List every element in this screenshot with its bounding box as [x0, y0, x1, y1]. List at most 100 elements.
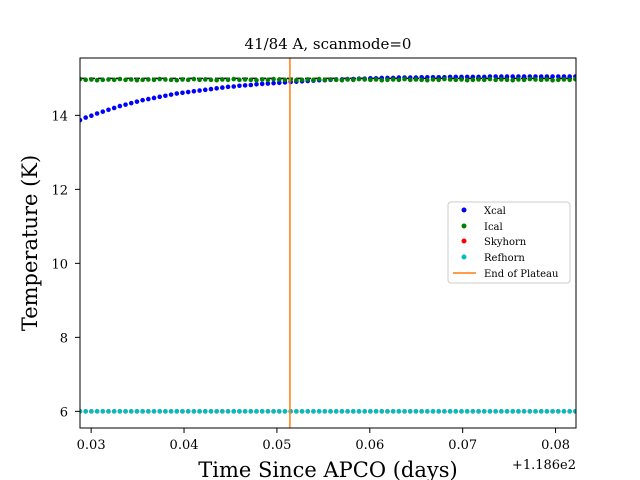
- point-ical: [396, 77, 402, 83]
- point-ical: [157, 76, 163, 82]
- point-xcal: [259, 81, 265, 87]
- point-refhorn: [276, 409, 282, 414]
- point-ical: [464, 77, 470, 83]
- point-ical: [80, 76, 83, 82]
- point-ical: [481, 77, 487, 83]
- point-refhorn: [134, 409, 140, 414]
- point-refhorn: [146, 409, 151, 414]
- legend-label-skyhorn: Skyhorn: [484, 237, 527, 248]
- point-xcal: [134, 99, 140, 104]
- point-refhorn: [470, 409, 476, 414]
- point-xcal: [89, 113, 94, 119]
- plot-layer: [80, 58, 576, 428]
- point-refhorn: [436, 409, 442, 414]
- point-xcal: [191, 89, 197, 94]
- point-ical: [430, 77, 436, 82]
- point-refhorn: [254, 409, 259, 414]
- point-refhorn: [288, 409, 293, 414]
- point-refhorn: [533, 409, 538, 414]
- point-refhorn: [316, 409, 322, 414]
- point-ical: [254, 77, 259, 83]
- point-ical: [202, 77, 208, 82]
- point-xcal: [220, 85, 225, 90]
- point-refhorn: [100, 409, 106, 414]
- point-ical: [191, 76, 197, 82]
- point-refhorn: [368, 409, 373, 414]
- point-xcal: [202, 87, 208, 93]
- point-ical: [373, 77, 379, 82]
- point-ical: [345, 77, 350, 82]
- point-xcal: [521, 74, 527, 79]
- point-ical: [117, 76, 123, 82]
- point-refhorn: [225, 409, 231, 414]
- axis-layer: 0.03 0.04 0.05 0.06 0.07 0.08 6 8 10 12 14: [51, 57, 577, 453]
- point-ical: [197, 77, 202, 83]
- point-ical: [339, 77, 345, 83]
- point-xcal: [555, 74, 561, 79]
- point-xcal: [271, 80, 276, 86]
- point-xcal: [197, 88, 202, 93]
- point-ical: [180, 77, 185, 82]
- point-refhorn: [447, 409, 453, 414]
- point-ical: [379, 77, 385, 83]
- point-refhorn: [180, 409, 185, 414]
- point-xcal: [276, 80, 282, 86]
- point-refhorn: [294, 409, 299, 414]
- point-ical: [271, 76, 276, 82]
- point-refhorn: [544, 409, 550, 414]
- point-xcal: [140, 97, 145, 103]
- point-ical: [407, 77, 413, 83]
- legend-label-refhorn: Refhorn: [484, 253, 525, 264]
- legend-label-xcal: Xcal: [484, 206, 506, 217]
- point-ical: [174, 77, 180, 83]
- point-refhorn: [385, 409, 390, 414]
- y-tick-label: 14: [51, 109, 68, 124]
- point-refhorn: [111, 409, 117, 414]
- point-ical: [516, 77, 521, 82]
- point-ical: [208, 77, 214, 83]
- point-xcal: [157, 94, 163, 100]
- point-ical: [504, 77, 510, 83]
- point-refhorn: [214, 409, 219, 414]
- point-xcal: [464, 74, 470, 80]
- point-refhorn: [80, 409, 83, 414]
- point-ical: [550, 77, 555, 83]
- point-ical: [533, 77, 538, 82]
- point-ical: [538, 77, 544, 83]
- point-refhorn: [402, 409, 407, 414]
- point-refhorn: [356, 409, 362, 414]
- point-refhorn: [89, 409, 94, 414]
- point-ical: [351, 77, 356, 83]
- point-refhorn: [208, 409, 214, 414]
- x-offset-label: +1.186e2: [512, 458, 576, 473]
- point-ical: [111, 77, 117, 83]
- point-refhorn: [345, 409, 350, 414]
- point-xcal: [237, 83, 242, 89]
- point-refhorn: [425, 409, 430, 414]
- x-tick-label: 0.08: [541, 438, 570, 453]
- legend-marker-ical: [461, 223, 467, 229]
- chart-title: 41/84 A, scanmode=0: [245, 35, 412, 53]
- point-xcal: [151, 95, 157, 101]
- y-tick-label: 10: [51, 257, 68, 272]
- point-refhorn: [413, 409, 419, 414]
- y-axis-label: Temperature (K): [18, 155, 42, 331]
- point-xcal: [567, 74, 572, 79]
- point-ical: [106, 77, 111, 82]
- point-refhorn: [282, 409, 288, 414]
- point-refhorn: [328, 409, 333, 414]
- point-xcal: [248, 82, 254, 88]
- point-ical: [362, 77, 367, 82]
- point-ical: [567, 77, 572, 83]
- point-ical: [94, 77, 100, 83]
- point-refhorn: [504, 409, 510, 414]
- point-ical: [459, 77, 464, 82]
- point-refhorn: [573, 409, 576, 414]
- point-refhorn: [464, 409, 470, 414]
- point-refhorn: [151, 409, 157, 414]
- point-ical: [390, 77, 396, 82]
- point-xcal: [208, 86, 214, 92]
- point-refhorn: [174, 409, 180, 414]
- point-refhorn: [237, 409, 242, 414]
- point-ical: [168, 77, 174, 83]
